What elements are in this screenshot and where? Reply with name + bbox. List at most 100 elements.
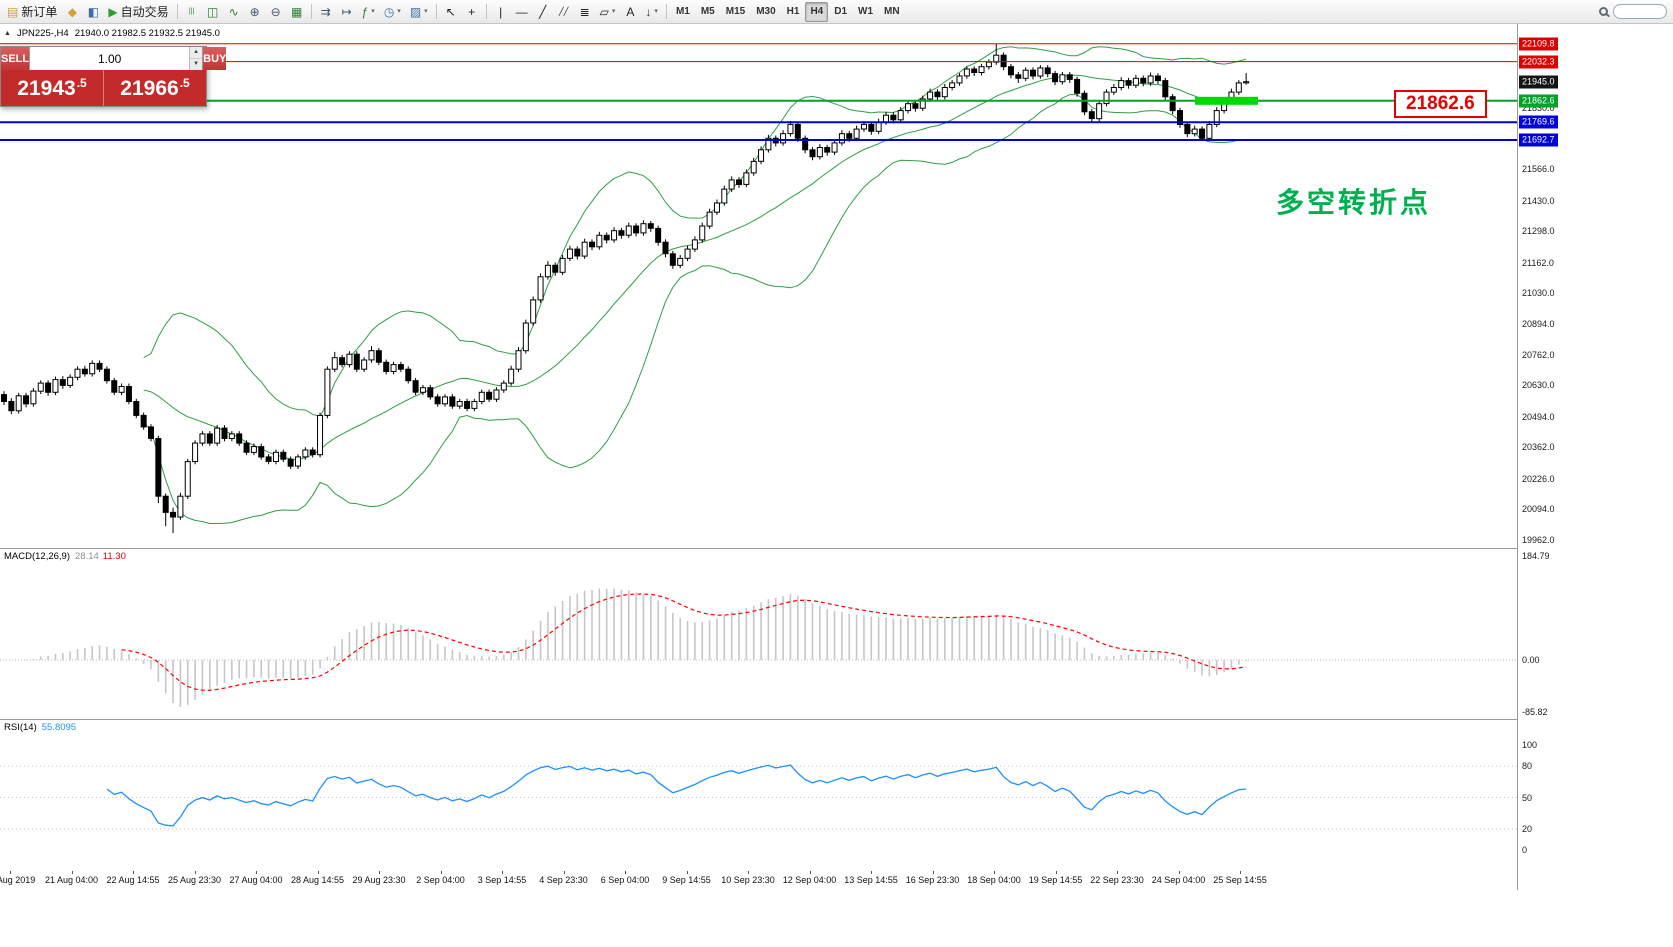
timeframe-h1-button[interactable]: H1 — [786, 6, 800, 17]
vertical-line-button[interactable]: | — [491, 2, 511, 22]
shapes-button[interactable]: ▱ ▾ — [596, 2, 620, 22]
chevron-down-icon: ▾ — [424, 8, 428, 15]
sell-button[interactable]: SELL — [1, 47, 30, 70]
price-axis[interactable]: 21830.0 21566.0 21430.0 21298.0 21162.0 21030… — [1518, 24, 1673, 890]
rsi-scale-label: 0 — [1522, 845, 1528, 855]
chart-title: JPN225-,H4 21940.0 21982.5 21932.5 21945… — [4, 28, 220, 39]
horizontal-line-button[interactable]: — — [512, 2, 532, 22]
autotrading-button[interactable]: ▶ 自动交易 — [104, 2, 172, 22]
time-axis-tick — [317, 871, 319, 874]
time-axis-tick — [71, 871, 73, 874]
time-axis-tick — [440, 871, 442, 874]
macd-header: MACD(12,26,9) 28.14 11.30 — [4, 551, 126, 562]
time-axis-label: 9 Sep 14:55 — [662, 875, 711, 885]
buy-button[interactable]: BUY — [203, 47, 227, 70]
price-axis-label: 21298.0 — [1522, 226, 1555, 237]
timeframe-mn-button[interactable]: MN — [884, 6, 900, 17]
zoom-in-button[interactable]: ⊕ — [245, 2, 265, 22]
arrows-button[interactable]: ↓ ▾ — [641, 2, 662, 22]
panel-separator[interactable] — [0, 548, 1673, 549]
macd-scale-label: 0.00 — [1522, 655, 1540, 665]
rsi-scale-label: 80 — [1522, 761, 1533, 771]
crosshair-icon: + — [468, 4, 476, 19]
sell-price[interactable]: 21943 .5 — [1, 70, 103, 106]
volume-down-button[interactable]: ▼ — [190, 59, 203, 70]
market-watch-icon: ◧ — [87, 4, 100, 19]
time-axis-tick — [686, 871, 688, 874]
periods-button[interactable]: ◷ ▾ — [380, 2, 405, 22]
chart-ohlc-values: 21940.0 21982.5 21932.5 21945.0 — [74, 28, 220, 39]
rsi-panel-canvas[interactable] — [0, 719, 1517, 871]
level-price-tag: 21862.6 — [1519, 94, 1558, 108]
time-axis-tick — [748, 871, 749, 874]
candlestick-chart-button[interactable]: ◫ — [203, 2, 223, 22]
time-axis-label: 24 Sep 04:00 — [1151, 875, 1206, 885]
buy-price[interactable]: 21966 .5 — [103, 70, 206, 106]
text-button[interactable]: A — [620, 2, 640, 22]
chart-shift-button[interactable]: ↦ — [337, 2, 357, 22]
panel-separator[interactable] — [0, 719, 1673, 720]
macd-panel-canvas[interactable] — [0, 548, 1517, 719]
time-axis-tick — [871, 871, 872, 874]
time-axis-label: 29 Aug 23:30 — [352, 875, 406, 885]
timeframe-m5-button[interactable]: M5 — [700, 6, 715, 17]
turning-point-annotation[interactable]: 多空转折点 — [1276, 187, 1432, 218]
indicators-button[interactable]: ƒ ▾ — [358, 2, 379, 22]
price-axis-label: 19962.0 — [1522, 534, 1555, 545]
time-axis-label: 22 Sep 23:30 — [1090, 875, 1144, 885]
channel-button[interactable]: ╱╱ — [554, 2, 574, 22]
rsi-header: RSI(14) 55.8095 — [4, 722, 76, 733]
templates-button[interactable]: ▨ ▾ — [406, 2, 432, 22]
main-chart-canvas[interactable] — [0, 24, 1517, 548]
time-axis-label: 10 Sep 23:30 — [721, 875, 775, 885]
zoom-out-button[interactable]: ⊖ — [266, 2, 286, 22]
time-axis-label: 12 Sep 04:00 — [782, 875, 837, 885]
rsi-scale-label: 20 — [1522, 824, 1533, 834]
search-input[interactable] — [1613, 4, 1667, 19]
timeframe-m1-button[interactable]: M1 — [675, 6, 690, 17]
profiles-icon: ◆ — [67, 4, 77, 19]
channel-icon: ╱╱ — [558, 6, 569, 16]
trade-level-highlight[interactable] — [1195, 96, 1258, 105]
volume-input[interactable] — [30, 47, 190, 70]
time-axis-tick — [1117, 871, 1118, 874]
price-callout-label[interactable]: 21862.6 — [1394, 90, 1487, 118]
new-order-button[interactable]: ▤ 新订单 — [3, 2, 61, 22]
time-axis[interactable]: 19 Aug 2019 21 Aug 04:00 22 Aug 14:55 25 Au… — [0, 871, 1517, 890]
rsi-scale-label: 100 — [1522, 740, 1538, 750]
volume-up-button[interactable]: ▲ — [190, 47, 203, 59]
timeframe-m15-button[interactable]: M15 — [725, 6, 746, 17]
time-axis-tick — [10, 871, 11, 874]
macd-signal-value: 11.30 — [102, 551, 126, 562]
zoom-in-icon: ⊕ — [249, 4, 260, 19]
vertical-line-icon: | — [499, 4, 503, 19]
time-axis-tick — [809, 871, 811, 874]
new-order-button-label: 新订单 — [21, 5, 58, 19]
time-axis-tick — [994, 871, 995, 874]
time-axis-label: 28 Aug 14:55 — [290, 875, 345, 885]
timeframe-d1-button[interactable]: D1 — [834, 6, 848, 17]
macd-scale-label: 184.79 — [1522, 551, 1550, 561]
bar-chart-button[interactable]: ||| — [182, 2, 202, 22]
auto-scroll-button[interactable]: ⇉ — [316, 2, 336, 22]
level-price-tag: 21769.6 — [1519, 115, 1558, 129]
market-watch-button[interactable]: ◧ — [83, 2, 103, 22]
timeframe-w1-button[interactable]: W1 — [858, 6, 874, 17]
candlestick-icon: ◫ — [206, 4, 219, 19]
timeframe-h4-button[interactable]: H4 — [805, 1, 829, 22]
tile-windows-button[interactable]: ▦ — [287, 2, 307, 22]
time-axis-label: 27 Aug 04:00 — [229, 875, 283, 885]
cursor-button[interactable]: ↖ — [441, 2, 461, 22]
fibonacci-button[interactable]: ≣ — [575, 2, 595, 22]
profiles-button[interactable]: ◆ — [62, 2, 82, 22]
chevron-down-icon: ▾ — [654, 8, 658, 15]
one-click-toggle-icon[interactable] — [4, 30, 11, 37]
crosshair-button[interactable]: + — [462, 2, 482, 22]
level-price-tag: 22032.3 — [1519, 55, 1558, 69]
line-chart-button[interactable]: ∿ — [224, 2, 244, 22]
trendline-button[interactable]: ╱ — [533, 2, 553, 22]
timeframe-m30-button[interactable]: M30 — [756, 6, 776, 17]
sell-price-frac: .5 — [76, 76, 87, 90]
time-axis-tick — [379, 871, 380, 874]
shapes-icon: ▱ — [599, 4, 609, 19]
